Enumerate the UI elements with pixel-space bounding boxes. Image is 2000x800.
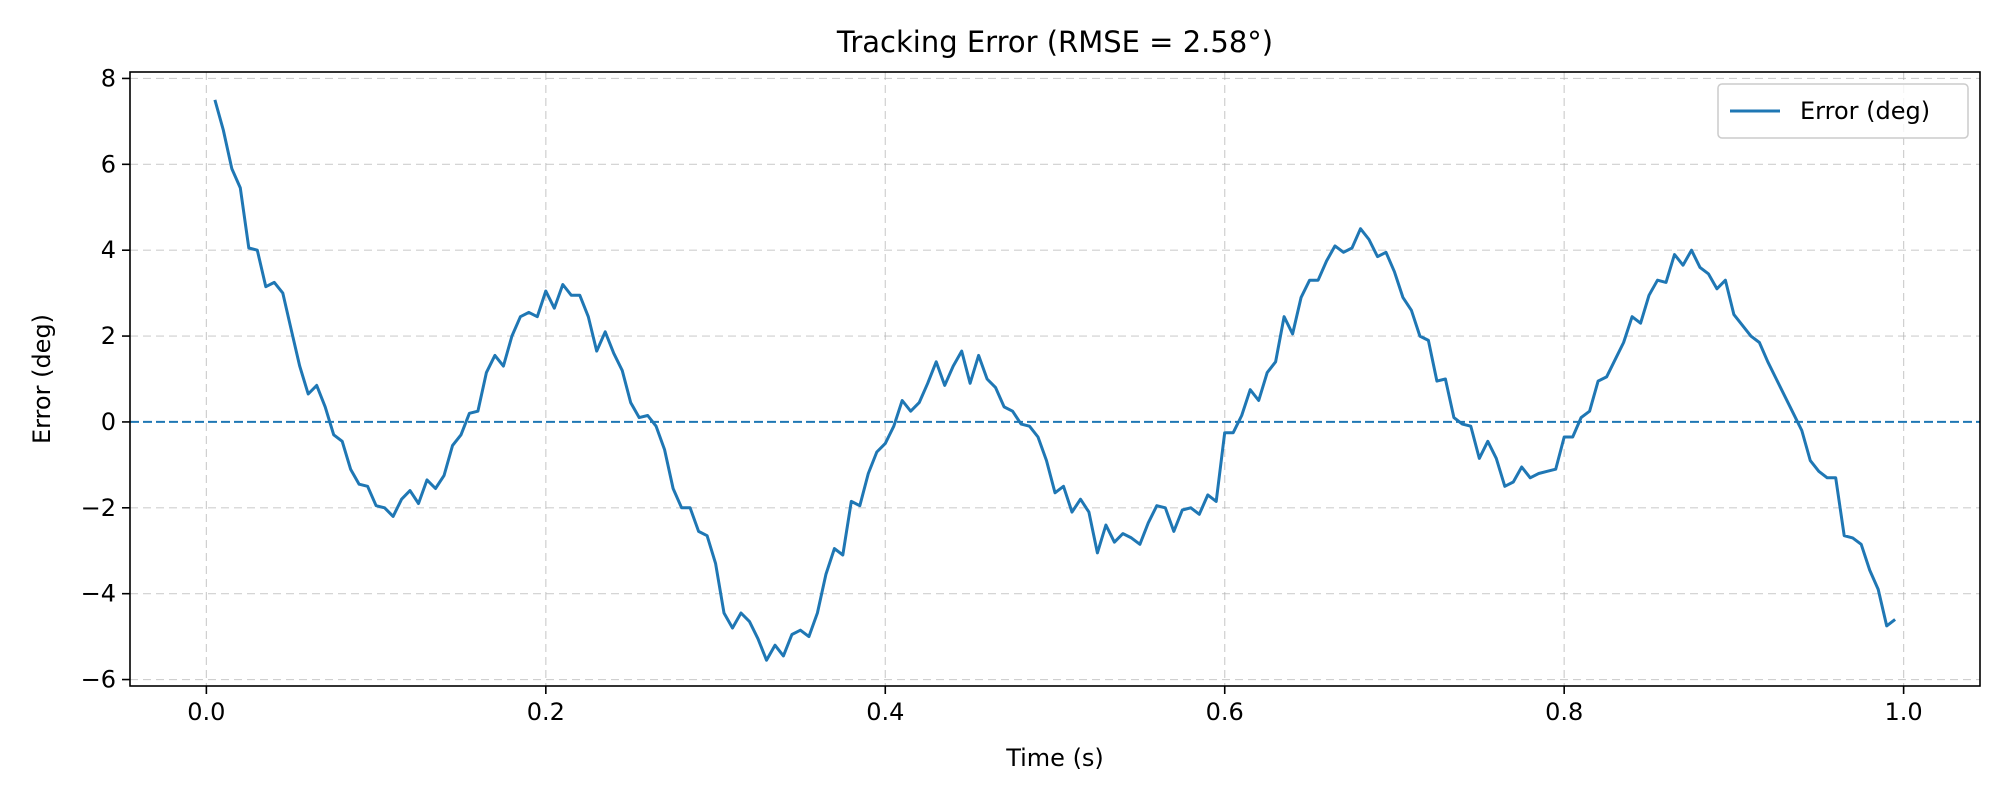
series-layer [213, 99, 1897, 662]
series-line-error [213, 99, 1897, 662]
y-tick-label: 2 [101, 322, 116, 350]
x-tick-label: 0.0 [187, 698, 225, 726]
y-tick-label: 6 [101, 150, 116, 178]
x-axis-ticks: 0.0 0.2 0.4 0.6 0.8 1.0 [187, 686, 1923, 726]
legend: Error (deg) [1717, 83, 1969, 139]
y-tick-label: 4 [101, 236, 116, 264]
legend-label: Error (deg) [1800, 97, 1930, 125]
plot-frame [129, 71, 1981, 687]
y-tick-label: −2 [81, 494, 116, 522]
y-tick-label: −4 [81, 580, 116, 608]
y-axis-ticks: −6 −4 −2 0 2 4 6 8 [81, 64, 130, 694]
y-tick-label: 0 [101, 408, 116, 436]
x-tick-label: 0.2 [527, 698, 565, 726]
x-tick-label: 0.4 [866, 698, 904, 726]
x-tick-label: 1.0 [1885, 698, 1923, 726]
y-axis-title: Error (deg) [28, 314, 56, 444]
legend-box [1717, 83, 1969, 139]
chart-title: Tracking Error (RMSE = 2.58°) [836, 25, 1273, 59]
x-tick-label: 0.8 [1545, 698, 1583, 726]
grid-layer [130, 72, 1980, 686]
x-axis-title: Time (s) [1005, 744, 1104, 772]
y-tick-label: 8 [101, 64, 116, 92]
y-tick-label: −6 [81, 666, 116, 694]
x-tick-label: 0.6 [1206, 698, 1244, 726]
